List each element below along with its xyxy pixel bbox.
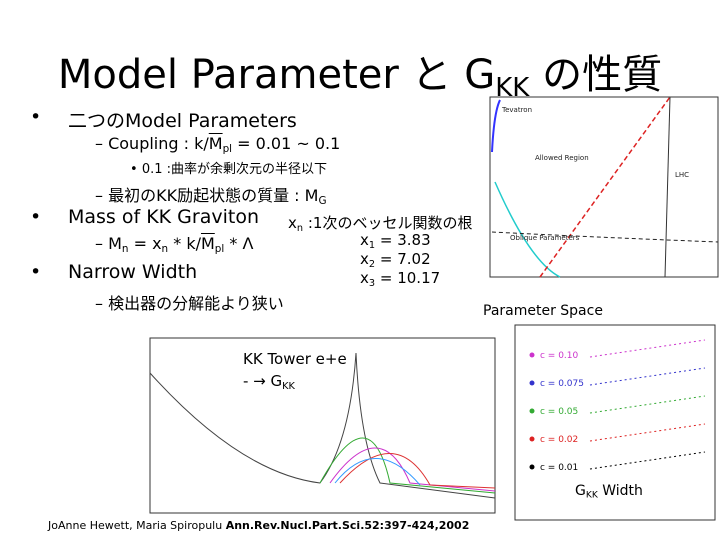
tower-plot [149,337,496,514]
text: M [200,234,215,253]
text: x [360,231,369,249]
legend-marker [529,408,535,414]
curve [589,451,706,470]
text: x [360,250,369,268]
bullet: • [30,261,42,283]
bullet: • [30,206,42,228]
text: n [121,243,129,256]
text: 最初のKK励起状態の質量 : M [108,186,319,205]
text: KK Tower e+e [243,350,347,368]
legend: c = 0.10 c = 0.075 c = 0.05 c = 0.02 c = 0.0… [529,339,706,473]
roots-head: xn :1次のベッセル関数の根 [288,212,472,234]
legend-entry: c = 0.01 [540,463,578,473]
root-item: x3 = 10.17 [360,269,440,289]
plot-frame [149,337,496,514]
plot-label: Allowed Region [535,154,589,162]
text: = 10.17 [375,269,441,287]
curve [491,231,719,243]
plot-label: Oblique Parameters [510,234,580,242]
plot-labels: Tevatron Allowed Region LHC Oblique Paramet… [501,106,689,242]
title-tail: の性質 [529,52,663,98]
text: = 7.02 [375,250,431,268]
text: G [318,195,327,208]
text: 0.1 :曲率が余剰次元の半径以下 [141,162,327,177]
citation: JoAnne Hewett, Maria Spiropulu Ann.Rev.N… [48,519,469,532]
legend-marker [529,352,535,358]
text: JoAnne Hewett, Maria Spiropulu [48,519,226,532]
text: pl [222,143,233,156]
tower-label: KK Tower e+e - → GKK [243,348,347,398]
curve [589,367,706,386]
curve [491,99,501,153]
text: 検出器の分解能より狭い [108,294,284,313]
text: KK [282,380,295,392]
curve [334,458,421,486]
legend-entry: c = 0.02 [540,435,578,445]
width-caption: GKK Width [575,483,643,501]
sub-bullet: – 最初のKK励起状態の質量 : MG [95,186,327,208]
text: 2 [368,258,376,270]
curve [494,181,561,278]
text: Width [597,483,643,499]
curve [589,395,706,414]
bullet-text: Narrow Width [68,261,198,283]
text: x [288,214,297,232]
root-item: x2 = 7.02 [360,250,431,270]
legend-marker [529,464,535,470]
text: x [360,269,369,287]
text: :1次のベッセル関数の根 [303,214,473,232]
legend-entry: c = 0.075 [540,379,584,389]
bullet-text: Mass of KK Graviton [68,206,260,228]
sub-bullet: – Coupling : k/Mpl = 0.01 ~ 0.1 [95,134,341,156]
text: 3 [368,277,376,289]
text: pl [214,243,225,256]
text: n [296,222,304,234]
text: * Λ [224,234,254,253]
legend-entry: c = 0.10 [540,351,579,361]
plot-label: LHC [675,171,689,179]
text: 1 [368,239,376,251]
bullet: • [30,106,42,128]
curve [589,339,706,358]
text: G [575,483,586,499]
plot-frame [489,96,719,278]
param-plot: Tevatron Allowed Region LHC Oblique Paramet… [489,96,719,278]
curve [329,447,496,492]
title: Model Parameter と GKK の性質 [0,42,720,103]
curve [149,352,496,499]
title-text: Model Parameter と G [57,52,496,98]
plot-label: Tevatron [501,106,532,114]
text: n [161,243,169,256]
text: KK [585,490,598,501]
text: Ann.Rev.Nucl.Part.Sci.52:397-424,2002 [225,519,470,532]
text: - → G [243,372,283,390]
curve [319,437,496,494]
caption: Parameter Space [483,303,603,319]
text: * k/ [168,234,201,253]
text: = 3.83 [375,231,431,249]
sub-bullet: – 検出器の分解能より狭い [95,294,284,313]
legend-marker [529,436,535,442]
text: M [108,234,122,253]
root-item: x1 = 3.83 [360,231,431,251]
text: Coupling : k/ [108,134,209,153]
sub-bullet: – Mn = xn * k/Mpl * Λ [95,234,254,256]
text: M [208,134,223,153]
width-plot: c = 0.10 c = 0.075 c = 0.05 c = 0.02 c = 0.0… [514,324,716,521]
curve [589,423,706,442]
legend-entry: c = 0.05 [540,407,578,417]
legend-marker [529,380,535,386]
sub-sub-bullet: • 0.1 :曲率が余剰次元の半径以下 [130,162,327,177]
text: = 0.01 ~ 0.1 [232,134,341,153]
curve [339,453,496,489]
text: = x [128,234,162,253]
bullet-text: 二つのModel Parameters [68,110,297,132]
curve [664,96,671,278]
curve [539,96,671,278]
